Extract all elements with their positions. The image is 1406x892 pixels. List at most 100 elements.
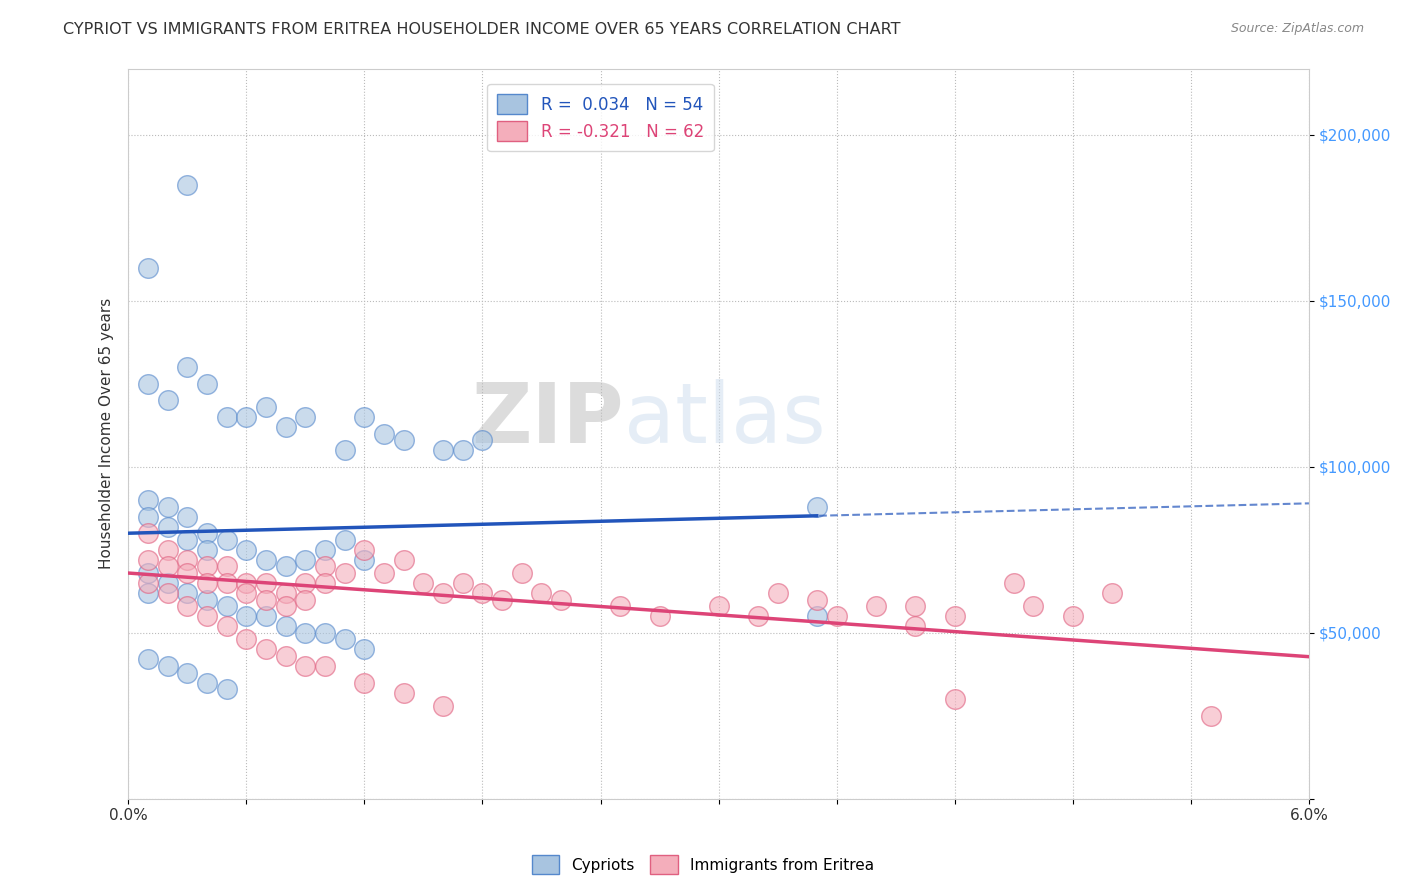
Point [1002, 576, 1025, 591]
Point [274, 586, 297, 600]
Point [550, 592, 572, 607]
Point [333, 533, 356, 547]
Point [235, 609, 257, 624]
Point [333, 632, 356, 647]
Point [392, 553, 415, 567]
Point [215, 533, 238, 547]
Point [353, 542, 375, 557]
Point [176, 665, 198, 680]
Legend: Cypriots, Immigrants from Eritrea: Cypriots, Immigrants from Eritrea [526, 849, 880, 880]
Point [766, 586, 789, 600]
Point [136, 566, 159, 580]
Point [254, 609, 277, 624]
Point [195, 576, 218, 591]
Point [215, 559, 238, 574]
Point [254, 576, 277, 591]
Point [609, 599, 631, 614]
Point [215, 599, 238, 614]
Point [156, 393, 179, 408]
Point [274, 599, 297, 614]
Point [215, 619, 238, 633]
Point [1101, 586, 1123, 600]
Point [825, 609, 848, 624]
Point [1062, 609, 1084, 624]
Point [1199, 708, 1222, 723]
Point [156, 659, 179, 673]
Point [156, 519, 179, 533]
Point [491, 592, 513, 607]
Point [254, 400, 277, 414]
Point [943, 609, 966, 624]
Point [865, 599, 887, 614]
Point [176, 533, 198, 547]
Point [195, 675, 218, 690]
Point [294, 553, 316, 567]
Point [294, 410, 316, 425]
Point [235, 576, 257, 591]
Point [156, 542, 179, 557]
Point [1022, 599, 1045, 614]
Point [432, 586, 454, 600]
Point [353, 675, 375, 690]
Point [806, 500, 828, 514]
Point [136, 376, 159, 391]
Point [156, 500, 179, 514]
Point [254, 592, 277, 607]
Point [333, 443, 356, 458]
Point [392, 685, 415, 699]
Point [353, 642, 375, 657]
Point [176, 509, 198, 524]
Point [294, 625, 316, 640]
Point [274, 648, 297, 663]
Point [136, 509, 159, 524]
Point [432, 443, 454, 458]
Point [294, 576, 316, 591]
Text: Source: ZipAtlas.com: Source: ZipAtlas.com [1230, 22, 1364, 36]
Point [195, 526, 218, 541]
Point [314, 576, 336, 591]
Point [451, 576, 474, 591]
Point [943, 692, 966, 706]
Point [195, 542, 218, 557]
Point [156, 559, 179, 574]
Point [806, 592, 828, 607]
Point [136, 586, 159, 600]
Point [314, 559, 336, 574]
Point [707, 599, 730, 614]
Point [747, 609, 769, 624]
Point [451, 443, 474, 458]
Point [648, 609, 671, 624]
Point [294, 592, 316, 607]
Point [195, 592, 218, 607]
Legend: R =  0.034   N = 54, R = -0.321   N = 62: R = 0.034 N = 54, R = -0.321 N = 62 [488, 84, 714, 152]
Point [195, 376, 218, 391]
Point [176, 178, 198, 192]
Point [471, 586, 494, 600]
Point [176, 566, 198, 580]
Point [254, 642, 277, 657]
Point [156, 576, 179, 591]
Point [176, 553, 198, 567]
Point [333, 566, 356, 580]
Point [274, 420, 297, 434]
Point [294, 659, 316, 673]
Point [510, 566, 533, 580]
Text: atlas: atlas [624, 378, 825, 459]
Point [235, 542, 257, 557]
Point [530, 586, 553, 600]
Point [136, 493, 159, 508]
Point [373, 426, 395, 441]
Point [314, 542, 336, 557]
Point [353, 553, 375, 567]
Point [176, 586, 198, 600]
Point [254, 553, 277, 567]
Point [235, 632, 257, 647]
Point [806, 609, 828, 624]
Point [904, 619, 927, 633]
Point [392, 434, 415, 448]
Point [136, 576, 159, 591]
Point [215, 410, 238, 425]
Point [195, 609, 218, 624]
Point [314, 625, 336, 640]
Point [274, 559, 297, 574]
